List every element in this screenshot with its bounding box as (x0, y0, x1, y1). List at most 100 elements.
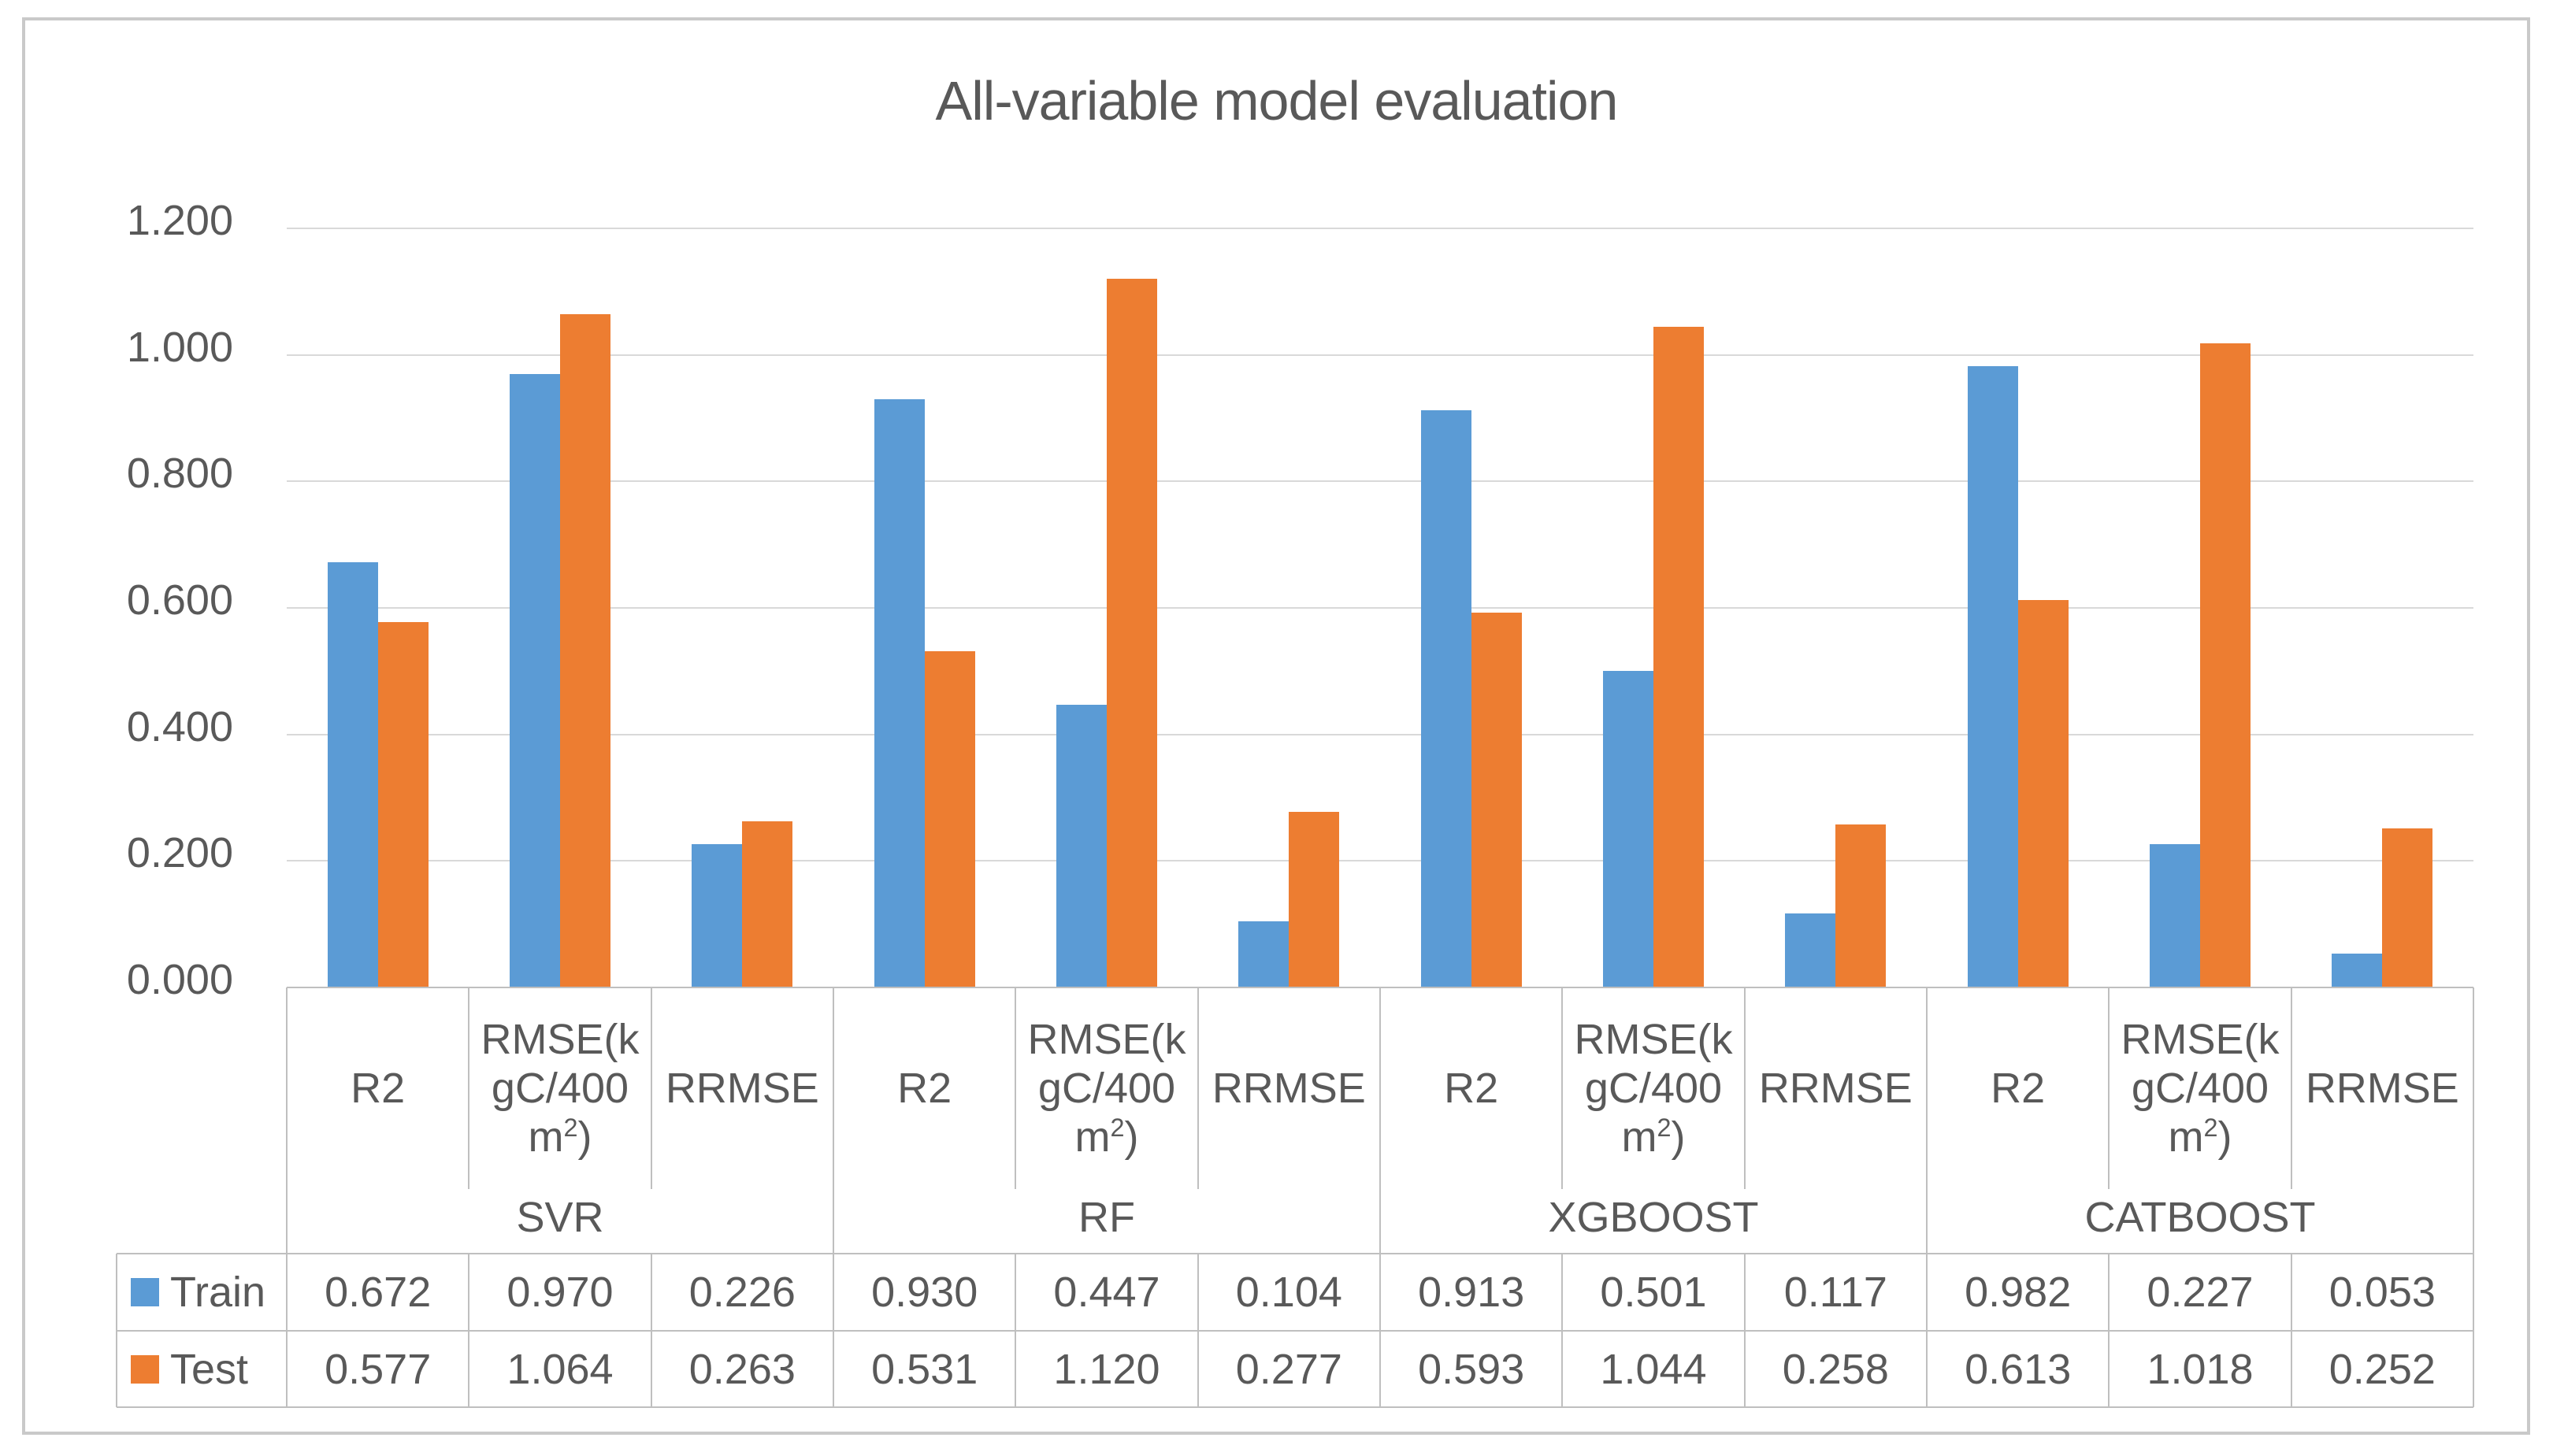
value-cell-test-catboost-rmse: 1.018 (2147, 1345, 2254, 1393)
metric-header-label: RMSE(k gC/400 m2) (1027, 1016, 1186, 1161)
value-cell-test-rf-r2: 0.531 (871, 1345, 978, 1393)
value-cell-train-rf-rrmse: 0.104 (1235, 1269, 1342, 1316)
bar-train-rf-rrmse (1238, 921, 1289, 987)
metric-header-rf-rmse: RMSE(k gC/400 m2) (1015, 987, 1197, 1189)
group-header-svr: SVR (516, 1194, 604, 1241)
bar-test-rf-rrmse (1289, 812, 1340, 987)
table-group-boundary-line-3 (833, 987, 834, 1407)
metric-header-xgboost-rmse: RMSE(k gC/400 m2) (1562, 987, 1744, 1189)
bar-test-catboost-rrmse (2382, 828, 2433, 987)
gridline-0.400 (287, 733, 2473, 735)
bar-test-xgboost-rmse (1653, 327, 1704, 987)
bar-train-rf-rmse (1056, 704, 1107, 987)
metric-header-rf-rrmse: RRMSE (1198, 987, 1380, 1189)
bar-test-xgboost-r2 (1471, 612, 1522, 987)
table-metric-separator-header-5 (1197, 987, 1199, 1189)
bar-test-xgboost-rrmse (1835, 824, 1887, 987)
gridline-0.200 (287, 860, 2473, 862)
table-legend-left-line (116, 1254, 117, 1407)
legend-cell-train: Train (117, 1254, 287, 1331)
value-cell-train-catboost-rmse: 0.227 (2147, 1269, 2254, 1316)
table-metric-separator-header-7 (1561, 987, 1564, 1189)
table-row-divider-line (117, 1330, 2473, 1332)
bar-train-catboost-r2 (1967, 366, 2018, 987)
gridline-1.200 (287, 228, 2473, 229)
group-header-rf: RF (1078, 1194, 1135, 1241)
bar-train-svr-r2 (327, 562, 378, 987)
value-cell-train-rf-r2: 0.930 (871, 1269, 978, 1316)
bar-test-catboost-r2 (2017, 599, 2069, 987)
value-cell-train-svr-rmse: 0.970 (507, 1269, 614, 1316)
value-cell-test-xgboost-r2: 0.593 (1418, 1345, 1525, 1393)
table-metric-separator-rows-10 (2108, 1254, 2110, 1407)
value-cell-train-svr-r2: 0.672 (325, 1269, 432, 1316)
metric-header-catboost-rmse: RMSE(k gC/400 m2) (2109, 987, 2291, 1189)
value-cell-test-svr-rrmse: 0.263 (688, 1345, 796, 1393)
y-axis-tick-1.200: 1.200 (126, 197, 233, 244)
table-metric-separator-header-4 (1015, 987, 1017, 1189)
table-metric-separator-rows-2 (650, 1254, 652, 1407)
table-metric-separator-rows-7 (1561, 1254, 1564, 1407)
group-header-xgboost: XGBOOST (1548, 1194, 1759, 1241)
value-cell-test-rf-rrmse: 0.277 (1235, 1345, 1342, 1393)
bar-train-svr-rmse (510, 373, 560, 987)
table-group-boundary-line-0 (286, 987, 288, 1407)
table-metric-separator-header-2 (650, 987, 652, 1189)
metric-header-label: R2 (1444, 1065, 1499, 1112)
value-cell-train-svr-rrmse: 0.226 (688, 1269, 796, 1316)
value-cell-test-svr-rmse: 1.064 (507, 1345, 614, 1393)
table-metric-separator-header-10 (2108, 987, 2110, 1189)
y-axis-tick-0.200: 0.200 (126, 829, 233, 877)
table-metric-separator-rows-1 (468, 1254, 470, 1407)
group-header-catboost: CATBOOST (2084, 1194, 2316, 1241)
table-group-boundary-line-12 (2473, 987, 2474, 1407)
metric-header-label: RMSE(k gC/400 m2) (481, 1016, 640, 1161)
value-cell-test-xgboost-rrmse: 0.258 (1782, 1345, 1889, 1393)
bar-test-rf-rmse (1107, 279, 1157, 987)
metric-header-catboost-r2: R2 (1927, 987, 2109, 1189)
table-metric-separator-rows-4 (1015, 1254, 1017, 1407)
bar-test-svr-rrmse (742, 821, 793, 987)
chart-title: All-variable model evaluation (935, 70, 1619, 132)
table-metric-separator-rows-5 (1197, 1254, 1199, 1407)
metric-header-label: RRMSE (1212, 1065, 1366, 1112)
y-axis-tick-0.600: 0.600 (126, 576, 233, 624)
metric-header-label: RMSE(k gC/400 m2) (1574, 1016, 1733, 1161)
table-bottom-line (117, 1406, 2473, 1408)
metric-header-label: RRMSE (665, 1065, 819, 1112)
metric-header-catboost-rrmse: RRMSE (2291, 987, 2473, 1189)
table-metric-separator-rows-11 (2290, 1254, 2292, 1407)
table-header-bottom-line (117, 1253, 2473, 1254)
value-cell-train-xgboost-rrmse: 0.117 (1783, 1269, 1887, 1316)
metric-header-svr-r2: R2 (287, 987, 469, 1189)
gridline-0.600 (287, 607, 2473, 609)
bar-train-catboost-rrmse (2332, 954, 2383, 987)
value-cell-train-rf-rmse: 0.447 (1053, 1269, 1160, 1316)
value-cell-train-xgboost-r2: 0.913 (1418, 1269, 1525, 1316)
table-metric-separator-header-8 (1743, 987, 1746, 1189)
metric-header-label: R2 (1991, 1065, 2046, 1112)
table-group-boundary-line-6 (1379, 987, 1381, 1407)
legend-label-test: Test (170, 1345, 249, 1393)
legend-label-train: Train (170, 1269, 266, 1316)
value-cell-train-xgboost-rmse: 0.501 (1600, 1269, 1707, 1316)
gridline-0.800 (287, 480, 2473, 483)
value-cell-train-catboost-rrmse: 0.053 (2328, 1269, 2436, 1316)
y-axis-tick-1.000: 1.000 (126, 323, 233, 371)
value-cell-train-catboost-r2: 0.982 (1965, 1269, 2072, 1316)
bar-train-xgboost-r2 (1420, 409, 1471, 987)
metric-header-label: RMSE(k gC/400 m2) (2121, 1016, 2280, 1161)
bar-train-catboost-rmse (2150, 843, 2200, 987)
figure-border-frame (22, 17, 2530, 1435)
bar-test-catboost-rmse (2200, 343, 2251, 987)
table-metric-separator-header-11 (2290, 987, 2292, 1189)
metric-header-svr-rrmse: RRMSE (651, 987, 833, 1189)
gridline-1.000 (287, 354, 2473, 356)
metric-header-label: RRMSE (1758, 1065, 1913, 1112)
bar-train-svr-rrmse (692, 844, 743, 987)
metric-header-xgboost-r2: R2 (1380, 987, 1562, 1189)
legend-cell-test: Test (117, 1331, 287, 1407)
value-cell-test-svr-r2: 0.577 (325, 1345, 432, 1393)
metric-header-label: R2 (351, 1065, 406, 1112)
